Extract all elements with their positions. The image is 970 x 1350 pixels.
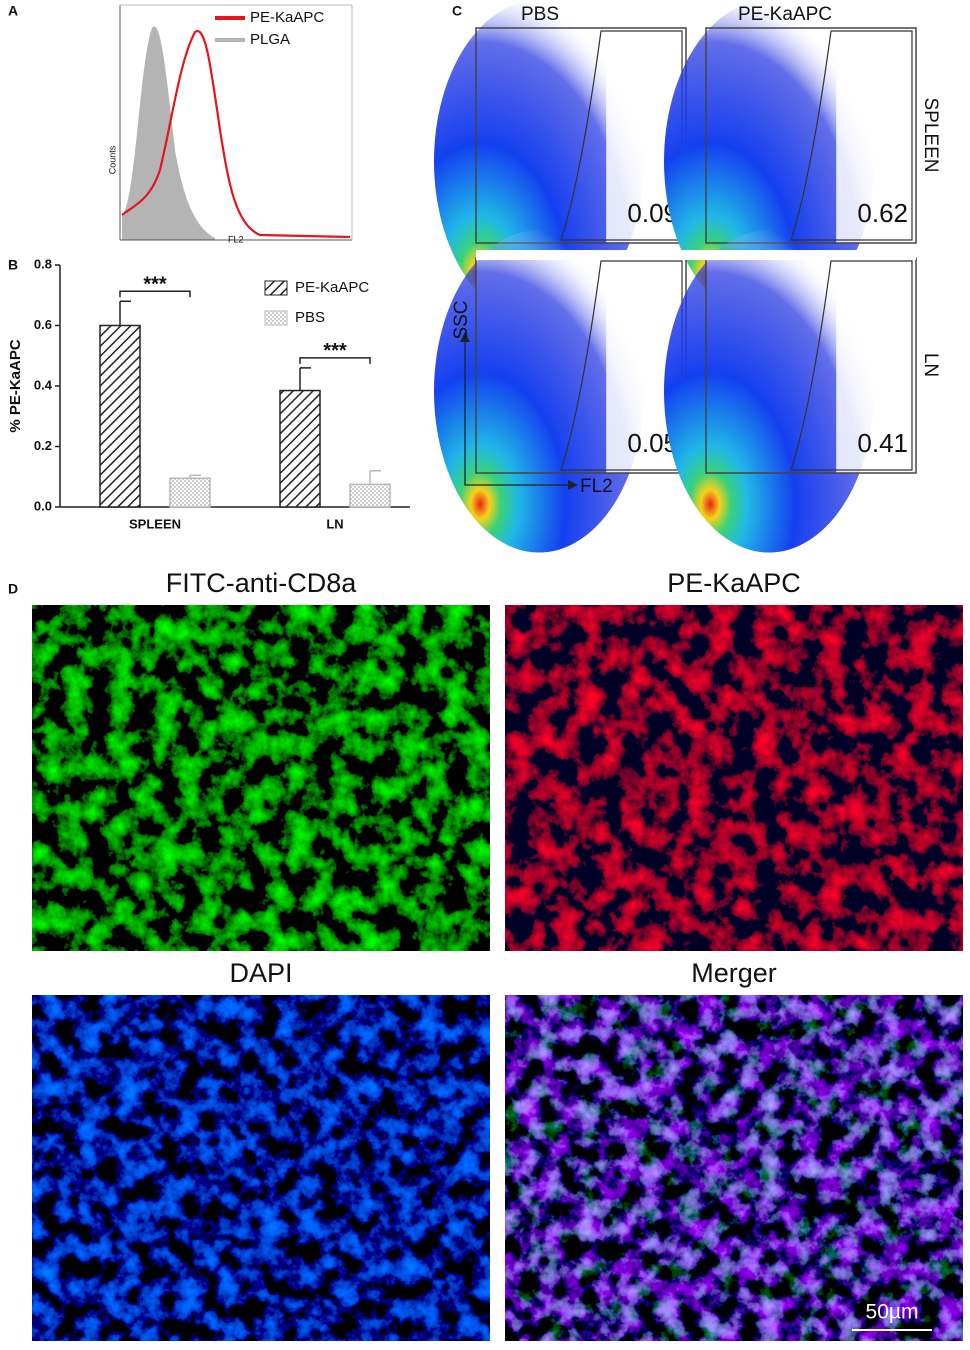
error-bar	[299, 367, 311, 391]
bar	[99, 324, 141, 508]
scale-bar-label: 50µm	[866, 1301, 919, 1324]
y-tick-label: 0.0	[34, 498, 52, 513]
flow-density	[434, 0, 644, 323]
y-axis-label: Counts	[107, 145, 117, 174]
flow-density	[664, 0, 874, 323]
y-tick-label: 0.6	[34, 317, 52, 332]
flow-frame	[705, 27, 917, 244]
x-tick-label: LN	[326, 516, 343, 531]
error-bar	[189, 474, 201, 479]
legend-swatch	[264, 310, 288, 326]
histogram-panel	[119, 4, 353, 241]
legend-label: PE-KaAPC	[250, 9, 324, 26]
bar	[169, 477, 211, 508]
significance-bracket	[299, 357, 371, 364]
x-tick-label: SPLEEN	[129, 516, 181, 531]
significance-label: ***	[323, 340, 347, 362]
y-axis-label: SSC	[451, 300, 472, 339]
cover	[476, 250, 916, 260]
legend-label: PLGA	[250, 31, 290, 48]
bar	[349, 483, 391, 508]
legend-label: PE-KaAPC	[295, 279, 369, 296]
flow-mask	[836, 258, 916, 473]
row-label: SPLEEN	[920, 98, 941, 173]
column-title: PE-KaAPC	[738, 4, 832, 25]
gate	[790, 30, 913, 241]
significance-label: ***	[143, 274, 167, 296]
micrograph-texture	[32, 605, 490, 951]
gate	[790, 260, 913, 471]
significance-bracket	[119, 290, 191, 298]
micrograph-texture	[32, 995, 490, 1341]
image-title: Merger	[691, 958, 777, 988]
image-title: DAPI	[229, 958, 292, 988]
image-title: FITC-anti-CD8a	[166, 568, 358, 598]
error-bar	[119, 300, 131, 326]
error-bar	[369, 469, 381, 485]
y-tick-label: 0.2	[34, 438, 52, 453]
panel-label: B	[8, 257, 18, 273]
y-tick-label: 0.8	[34, 256, 52, 271]
micrograph-texture	[505, 995, 963, 1341]
y-tick-label: 0.4	[34, 377, 53, 392]
flow-density	[434, 230, 644, 553]
gate	[560, 30, 683, 241]
panel-label: C	[452, 3, 462, 19]
panel-label: D	[8, 581, 18, 597]
micrograph-texture	[505, 605, 963, 951]
gate-value: 0.41	[857, 428, 908, 458]
row-label: LN	[920, 353, 941, 377]
pe-kaapc-histogram	[121, 30, 351, 239]
flow-mask	[836, 28, 916, 243]
legend-label: PBS	[295, 309, 325, 326]
panel-label: A	[8, 3, 18, 19]
x-axis-label: FL2	[228, 234, 244, 244]
flow-density	[664, 230, 874, 553]
column-title: PBS	[521, 4, 559, 25]
y-axis-label: % PE-KaAPC	[7, 339, 24, 433]
bar	[279, 389, 321, 508]
x-axis-label: FL2	[580, 476, 613, 497]
image-title: PE-KaAPC	[667, 568, 801, 598]
gate-value: 0.62	[857, 198, 908, 228]
gate	[560, 260, 683, 471]
legend-swatch	[264, 280, 288, 296]
flow-axes	[464, 340, 570, 486]
